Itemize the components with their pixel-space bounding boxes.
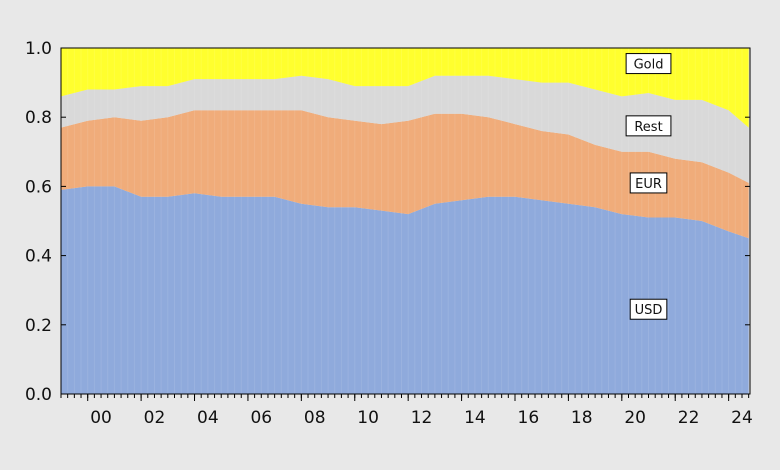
series-label-eur: EUR (635, 177, 662, 192)
x-tick-label: 22 (678, 408, 700, 428)
area-eur (61, 110, 749, 239)
x-tick-label: 00 (90, 408, 112, 428)
x-tick-label: 18 (571, 408, 593, 428)
x-tick-label: 12 (411, 408, 433, 428)
plot-areas (61, 48, 749, 394)
y-axis: 0.0 0.2 0.4 0.6 0.8 1.0 (25, 39, 750, 405)
y-tick-label: 1.0 (25, 39, 52, 59)
plot-frame (60, 47, 751, 395)
y-tick-label: 0.4 (25, 247, 52, 267)
series-label-rest: Rest (634, 120, 662, 135)
series-label-usd: USD (635, 303, 663, 318)
series-label-box-eur (629, 172, 668, 194)
series-label-gold: Gold (634, 58, 664, 73)
x-tick-label: 06 (250, 408, 272, 428)
area-gold (61, 48, 749, 128)
x-tick-label: 16 (518, 408, 540, 428)
y-tick-label: 0.0 (25, 385, 52, 405)
x-tick-label: 14 (464, 408, 486, 428)
x-tick-label: 08 (304, 408, 326, 428)
y-tick-label: 0.6 (25, 177, 52, 197)
quarter-bar-dividers (67, 48, 743, 394)
x-tick-label: 04 (197, 408, 219, 428)
series-label-box-usd (629, 298, 668, 320)
x-axis: 00 02 04 06 08 10 12 14 16 18 20 22 24 (60, 394, 753, 428)
series-labels: USD EUR Rest Gold (625, 53, 672, 320)
x-tick-label: 24 (731, 408, 753, 428)
area-rest (61, 75, 749, 183)
series-label-box-gold (625, 53, 672, 75)
area-usd (61, 186, 749, 394)
x-tick-label: 20 (624, 408, 646, 428)
x-tick-label: 02 (144, 408, 166, 428)
y-tick-label: 0.8 (25, 108, 52, 128)
x-tick-label: 10 (357, 408, 379, 428)
series-label-box-rest (625, 115, 672, 137)
y-tick-label: 0.2 (25, 316, 52, 336)
